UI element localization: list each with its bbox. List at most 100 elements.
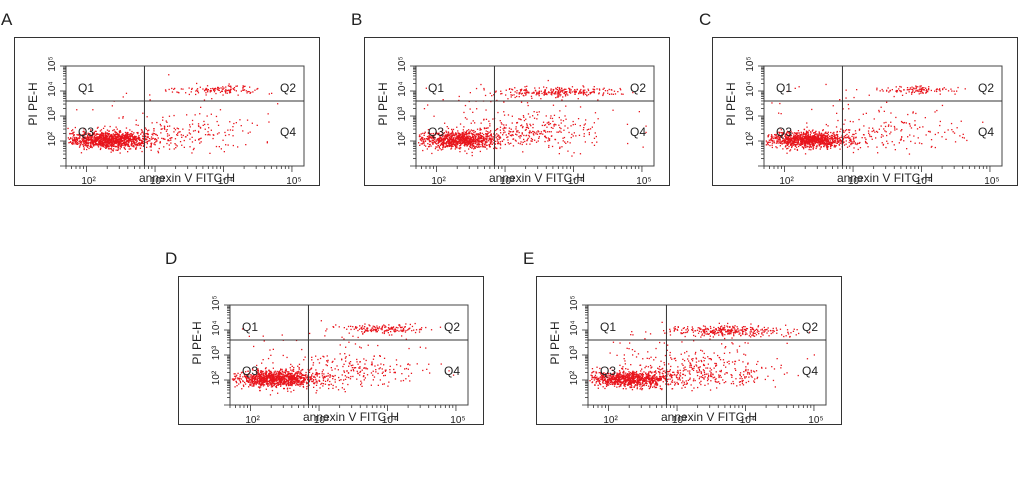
data-point	[481, 144, 483, 146]
data-point	[479, 134, 481, 137]
data-point	[157, 150, 159, 152]
data-point	[575, 91, 577, 93]
data-point	[486, 127, 488, 129]
data-point	[89, 135, 91, 138]
data-point	[560, 94, 562, 96]
data-point	[205, 87, 207, 90]
data-point	[837, 141, 839, 143]
data-point	[930, 89, 932, 92]
data-point	[254, 376, 257, 378]
data-point	[73, 138, 75, 140]
data-point	[836, 135, 838, 137]
data-point	[460, 140, 462, 142]
data-point	[921, 89, 923, 91]
data-point	[627, 142, 629, 145]
data-point	[805, 146, 807, 149]
data-point	[464, 131, 467, 134]
data-point	[521, 143, 523, 146]
data-point	[802, 132, 805, 135]
data-point	[129, 138, 132, 140]
data-point	[479, 129, 481, 131]
data-point	[804, 136, 807, 138]
data-point	[261, 381, 263, 383]
data-point	[833, 134, 835, 136]
data-point	[154, 144, 156, 146]
data-point	[198, 131, 200, 133]
data-point	[105, 140, 107, 142]
data-point	[815, 140, 817, 142]
data-point	[942, 88, 944, 90]
data-point	[526, 85, 528, 87]
data-point	[560, 119, 562, 121]
data-point	[448, 134, 450, 137]
data-point	[486, 134, 489, 136]
data-point	[217, 124, 220, 126]
data-point	[823, 141, 826, 144]
data-point	[912, 111, 914, 113]
panel-label-d: D	[165, 249, 178, 268]
data-point	[105, 135, 108, 137]
data-point	[521, 124, 523, 126]
data-point	[297, 382, 299, 384]
data-point	[771, 135, 773, 137]
data-point	[113, 148, 115, 150]
data-point	[124, 144, 126, 146]
data-point	[189, 124, 191, 126]
panel-b: B Q1 Q2 Q3 Q4 10² 10³ 10⁴ 10⁵ 10² 10³ 10⁴ 10⁵ annexi…	[350, 0, 670, 188]
data-point	[889, 133, 891, 135]
data-point	[224, 90, 226, 92]
data-point	[94, 140, 96, 142]
data-point	[583, 86, 585, 88]
data-point	[173, 114, 175, 117]
data-point	[766, 143, 769, 145]
data-point	[511, 89, 514, 91]
data-point	[277, 378, 279, 380]
data-point	[859, 141, 861, 144]
data-point	[883, 110, 885, 112]
data-point	[217, 88, 219, 90]
data-point	[462, 129, 464, 131]
data-point	[853, 133, 855, 136]
data-point	[102, 143, 104, 145]
data-point	[322, 377, 324, 379]
data-point	[129, 136, 131, 138]
data-point	[843, 144, 846, 146]
data-point	[921, 87, 923, 90]
data-point	[957, 86, 959, 89]
data-point	[521, 127, 524, 129]
data-point	[916, 90, 918, 92]
data-point	[291, 382, 294, 384]
data-point	[74, 136, 76, 139]
data-point	[785, 133, 788, 135]
data-point	[135, 124, 137, 126]
data-point	[822, 135, 824, 138]
data-point	[526, 140, 528, 142]
data-point	[537, 130, 539, 132]
data-point	[499, 137, 502, 139]
data-point	[834, 137, 836, 139]
data-point	[133, 144, 135, 147]
data-point	[100, 137, 103, 139]
data-point	[70, 133, 72, 135]
data-point	[520, 119, 522, 121]
data-point	[825, 145, 827, 147]
data-point	[471, 147, 473, 149]
data-point	[796, 135, 798, 138]
data-point	[838, 138, 840, 140]
data-point	[102, 140, 104, 142]
data-point	[425, 87, 427, 89]
data-point	[505, 124, 507, 126]
data-point	[785, 137, 788, 139]
data-point	[551, 92, 553, 94]
data-point	[271, 375, 273, 377]
data-point	[937, 132, 939, 134]
data-point	[788, 134, 791, 137]
data-point	[809, 146, 811, 149]
data-point	[293, 375, 295, 378]
data-point	[278, 383, 281, 385]
quadrant-label-q1: Q1	[428, 81, 444, 95]
data-point	[868, 134, 871, 136]
data-point	[461, 133, 463, 136]
data-point	[869, 135, 871, 138]
data-point	[267, 385, 269, 387]
